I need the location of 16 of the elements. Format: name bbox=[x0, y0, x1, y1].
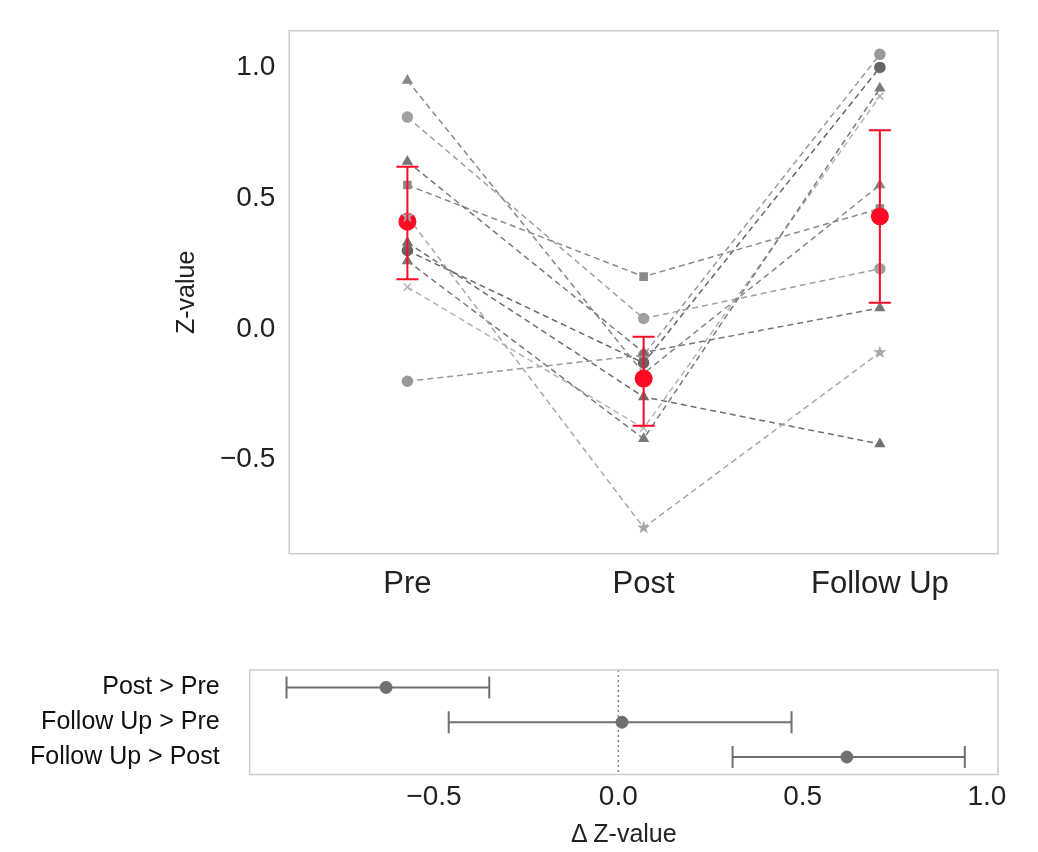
x-tick-label: 0.0 bbox=[598, 779, 638, 811]
y-axis-title: Z-value bbox=[170, 250, 199, 334]
x-tick-label: 1.0 bbox=[967, 779, 1007, 811]
y-tick-label: Follow Up > Post bbox=[29, 740, 220, 769]
y-tick-label: Follow Up > Pre bbox=[41, 706, 220, 735]
x-tick-label: Pre bbox=[383, 564, 432, 600]
y-tick-label: Post > Pre bbox=[102, 671, 220, 700]
x-tick-label: Post bbox=[612, 564, 676, 600]
y-tick-label: 0.0 bbox=[236, 311, 276, 343]
x-tick-label: −0.5 bbox=[406, 779, 462, 811]
y-tick-label: 1.0 bbox=[236, 50, 276, 82]
y-tick-label: −0.5 bbox=[219, 442, 276, 474]
x-tick-label: 0.5 bbox=[783, 779, 823, 811]
x-axis-title: Δ Z-value bbox=[571, 818, 677, 847]
y-tick-label: 0.5 bbox=[236, 180, 276, 212]
x-tick-label: Follow Up bbox=[810, 564, 949, 600]
